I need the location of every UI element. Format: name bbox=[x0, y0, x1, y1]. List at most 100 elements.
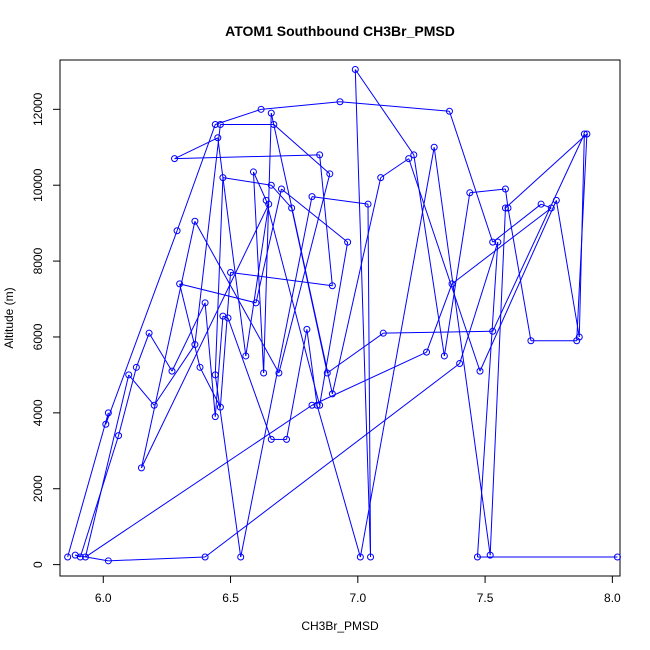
series-segment bbox=[448, 111, 494, 243]
series-segment bbox=[214, 177, 224, 375]
series-segment bbox=[217, 137, 247, 357]
data-point bbox=[379, 329, 387, 337]
series-segment bbox=[67, 412, 109, 558]
series-segment bbox=[576, 133, 588, 341]
series-segment bbox=[492, 133, 585, 332]
data-point bbox=[377, 174, 385, 182]
y-axis-title: Altitude (m) bbox=[2, 287, 16, 348]
data-point bbox=[440, 352, 448, 360]
x-tick-label: 7.0 bbox=[349, 591, 366, 605]
data-point bbox=[252, 299, 260, 307]
data-point bbox=[201, 299, 209, 307]
data-point bbox=[486, 551, 494, 559]
series-segment bbox=[311, 196, 369, 205]
data-point bbox=[168, 367, 176, 375]
data-point bbox=[64, 553, 72, 561]
data-point bbox=[227, 268, 235, 276]
y-tick-label: 4000 bbox=[31, 399, 45, 426]
data-point bbox=[211, 371, 219, 379]
data-point bbox=[275, 369, 283, 377]
data-point bbox=[176, 280, 184, 288]
series-segment bbox=[135, 333, 150, 368]
series-segment bbox=[331, 177, 382, 394]
series-segment bbox=[215, 108, 262, 125]
data-point bbox=[445, 107, 453, 115]
data-point bbox=[323, 369, 331, 377]
series-segment bbox=[286, 329, 308, 440]
data-point bbox=[270, 121, 278, 128]
data-point bbox=[573, 337, 581, 345]
series-segment bbox=[261, 101, 341, 110]
data-point bbox=[288, 204, 296, 212]
data-point bbox=[344, 238, 352, 246]
series-segment bbox=[306, 329, 318, 406]
data-point bbox=[466, 189, 474, 197]
data-point bbox=[501, 185, 509, 193]
series-segment bbox=[265, 200, 321, 406]
series-segment bbox=[85, 404, 313, 558]
data-point bbox=[336, 98, 344, 106]
series-segment bbox=[270, 184, 293, 209]
series-segment bbox=[174, 154, 320, 160]
series-segment bbox=[204, 363, 460, 558]
data-point bbox=[242, 352, 250, 360]
series-segment bbox=[459, 241, 499, 364]
data-point bbox=[277, 185, 285, 193]
data-point bbox=[316, 151, 324, 159]
series-segment bbox=[319, 154, 333, 286]
series-segment bbox=[354, 69, 415, 156]
series-segment bbox=[252, 171, 265, 374]
data-point bbox=[308, 193, 316, 201]
series-segment bbox=[469, 188, 506, 194]
data-point bbox=[537, 200, 545, 208]
data-point bbox=[104, 557, 112, 565]
series-segment bbox=[433, 147, 491, 556]
y-tick-label: 0 bbox=[31, 561, 45, 568]
data-point bbox=[102, 420, 110, 428]
series-segment bbox=[479, 200, 557, 372]
data-point bbox=[328, 282, 336, 290]
series-segment bbox=[194, 221, 280, 374]
series-segment bbox=[227, 317, 272, 440]
data-point bbox=[448, 280, 456, 288]
series-segment bbox=[79, 435, 120, 558]
data-point bbox=[326, 170, 334, 178]
series-segment bbox=[281, 188, 348, 243]
series-segment bbox=[75, 554, 109, 562]
data-point bbox=[308, 401, 316, 409]
data-point bbox=[125, 371, 133, 379]
series-segment bbox=[354, 69, 372, 558]
plot-frame bbox=[59, 59, 621, 577]
series-segment bbox=[179, 283, 201, 368]
data-point bbox=[351, 65, 359, 73]
series-segment bbox=[339, 101, 450, 112]
data-point bbox=[104, 409, 112, 417]
series-segment bbox=[219, 272, 232, 408]
series-segment bbox=[153, 344, 196, 406]
series-segment bbox=[108, 556, 206, 562]
data-point bbox=[132, 363, 140, 371]
data-point bbox=[196, 363, 204, 371]
series-segment bbox=[222, 177, 272, 186]
x-tick-label: 6.5 bbox=[222, 591, 239, 605]
data-point bbox=[456, 360, 464, 368]
data-point bbox=[150, 401, 158, 409]
chart-title: ATOM1 Southbound CH3Br_PMSD bbox=[225, 23, 455, 39]
data-point bbox=[504, 204, 512, 212]
series-segment bbox=[141, 203, 270, 469]
y-tick-label: 12000 bbox=[31, 92, 45, 126]
series-segment bbox=[443, 192, 471, 357]
data-point bbox=[501, 204, 509, 212]
data-point bbox=[316, 401, 324, 409]
series-segment bbox=[148, 332, 173, 372]
data-point bbox=[115, 432, 123, 440]
series-segment bbox=[540, 203, 552, 209]
data-point bbox=[267, 181, 275, 189]
series-segment bbox=[263, 113, 272, 374]
data-point bbox=[489, 238, 497, 246]
data-point bbox=[494, 238, 502, 246]
series-segment bbox=[555, 200, 580, 338]
series-segment bbox=[426, 283, 453, 353]
data-point bbox=[137, 464, 145, 472]
